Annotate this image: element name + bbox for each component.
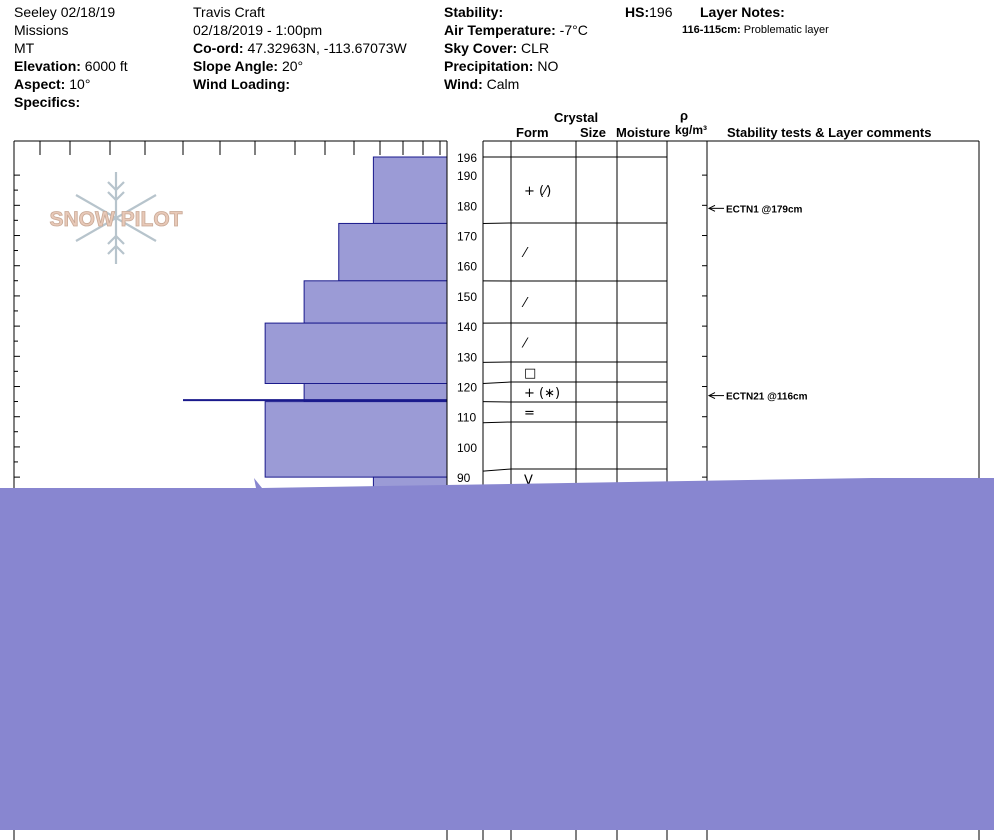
wind-value: Calm <box>486 76 520 92</box>
snow-height: HS:196 <box>625 3 672 21</box>
aspect-label: Aspect: <box>14 76 66 92</box>
stability: Stability: <box>444 3 503 21</box>
overlay-shape <box>0 478 994 830</box>
air-temp-value: -7°C <box>559 22 588 38</box>
slope-label: Slope Angle: <box>193 58 279 74</box>
snowflake-icon: SNOW PILOT <box>49 172 183 264</box>
depth-label-110: 110 <box>457 411 476 425</box>
logo-text: SNOW PILOT <box>50 208 183 231</box>
hardness-bar-1 <box>338 222 448 282</box>
depth-label-140: 140 <box>457 320 477 334</box>
layer-form-3: ⁄ <box>521 337 529 352</box>
layer-note-text: Problematic layer <box>743 24 829 36</box>
aspect-value: 10° <box>69 76 91 92</box>
depth-label-190: 190 <box>457 169 477 183</box>
depth-label-130: 130 <box>457 350 477 364</box>
wind: Wind: Calm <box>444 75 519 93</box>
layer-note: 116-115cm: Problematic layer <box>682 24 829 37</box>
slope-value: 20° <box>281 58 304 74</box>
depth-label-160: 160 <box>457 260 477 274</box>
sky-cover: Sky Cover: CLR <box>444 39 549 57</box>
precip-label: Precipitation: <box>444 58 534 74</box>
observation-datetime: 02/18/2019 - 1:00pm <box>193 22 323 38</box>
layer-form-8: V <box>524 474 533 489</box>
hardness-bar-3 <box>264 322 448 385</box>
specifics-label: Specifics: <box>14 94 81 110</box>
wind-label: Wind: <box>444 76 483 92</box>
layer-notes-label: Layer Notes: <box>700 4 785 20</box>
slope-angle: Slope Angle: 20° <box>193 57 303 75</box>
depth-label-90: 90 <box>457 471 471 485</box>
sky-value: CLR <box>521 40 550 56</box>
hs-label: HS: <box>625 4 650 20</box>
stability-tests: ECTN1 @179cm ECTN21 @116cm <box>707 204 808 403</box>
depth-label-180: 180 <box>457 199 477 213</box>
precipitation: Precipitation: NO <box>444 57 558 75</box>
mountain-range: Missions <box>14 22 69 38</box>
layer-form-0: + (⁄) <box>524 184 551 199</box>
layer-form-2: ⁄ <box>521 296 529 311</box>
snowpilot-logo: SNOW PILOT <box>36 170 196 270</box>
hardness-bar-2 <box>303 280 448 324</box>
form-header: Form <box>516 125 549 140</box>
depth-label-170: 170 <box>457 230 477 244</box>
depth-label-150: 150 <box>457 290 477 304</box>
coordinates: Co-ord: 47.32963N, -113.67073W <box>193 39 407 57</box>
layer-form-4: □ <box>524 366 536 381</box>
depth-label-100: 100 <box>457 441 477 455</box>
hardness-bar-4 <box>303 383 448 403</box>
hs-value: 196 <box>649 4 673 20</box>
coord-value: 47.32963N, -113.67073W <box>247 40 407 56</box>
air-temperature: Air Temperature: -7°C <box>444 21 588 39</box>
moisture-header: Moisture <box>616 125 671 140</box>
coord-label: Co-ord: <box>193 40 244 56</box>
layer-form-5: + (∗) <box>524 386 560 401</box>
crystal-header: Crystal <box>554 110 599 125</box>
layer-form-1: ⁄ <box>521 246 529 261</box>
elevation: Elevation: 6000 ft <box>14 57 128 75</box>
test-label-0: ECTN1 @179cm <box>726 204 803 215</box>
location-name: Seeley 02/18/19 <box>14 4 116 20</box>
precip-value: NO <box>537 58 559 74</box>
state: MT <box>14 40 35 56</box>
stability-label: Stability: <box>444 4 504 20</box>
grid-connector-8 <box>482 468 512 472</box>
air-temp-label: Air Temperature: <box>444 22 556 38</box>
test-arrow-head-1 <box>707 392 716 400</box>
density-unit-header: kg/m³ <box>675 123 708 137</box>
wind-loading: Wind Loading: <box>193 75 290 93</box>
observer-name: Travis Craft <box>193 4 265 20</box>
hardness-bar-5 <box>264 401 448 478</box>
test-label-1: ECTN21 @116cm <box>726 392 808 403</box>
size-header: Size <box>580 125 607 140</box>
test-arrow-head-0 <box>707 204 716 212</box>
grid-connector-7 <box>482 421 512 424</box>
depth-label-120: 120 <box>457 381 477 395</box>
sky-label: Sky Cover: <box>444 40 518 56</box>
layer-note-range: 116-115cm: <box>682 24 741 36</box>
depth-label-top: 196 <box>457 151 477 165</box>
hardness-bar-0 <box>372 156 448 224</box>
elevation-value: 6000 ft <box>84 58 128 74</box>
overlay-panel <box>0 478 994 840</box>
wind-loading-label: Wind Loading: <box>193 76 291 92</box>
stability-tests-header: Stability tests & Layer comments <box>727 125 932 140</box>
rho-header: ρ <box>680 108 689 123</box>
aspect: Aspect: 10° <box>14 75 90 93</box>
layer-form-6: = <box>524 406 535 421</box>
layer-notes: Layer Notes: <box>700 3 785 21</box>
grid-connector-5 <box>482 381 512 384</box>
elevation-label: Elevation: <box>14 58 81 74</box>
hardness-bars <box>183 156 448 493</box>
specifics: Specifics: <box>14 93 80 111</box>
